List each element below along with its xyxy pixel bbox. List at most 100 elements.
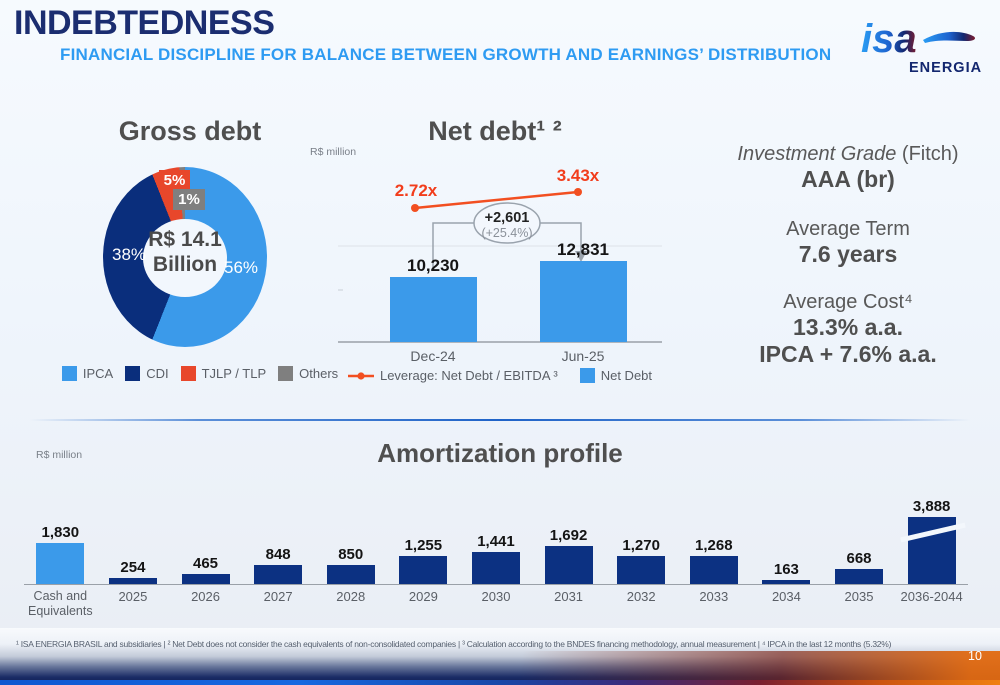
amortization-unit: R$ million [36, 449, 83, 461]
amortization-x-label: Cash and Equivalents [27, 589, 93, 618]
amortization-value-label: 465 [193, 555, 219, 572]
amortization-value-label: 1,270 [622, 537, 660, 554]
amortization-value-label: 163 [773, 561, 799, 578]
donut-center-unit: Billion [152, 253, 218, 276]
amortization-column: 668 [823, 550, 896, 584]
legend-item-leverage: Leverage: Net Debt / EBITDA ³ [347, 368, 558, 383]
gross-debt-legend: IPCA CDI TJLP / TLP Others [60, 366, 340, 381]
amortization-column: 465 [169, 555, 242, 584]
amortization-title: Amortization profile [377, 438, 623, 468]
amortization-x-axis: Cash and Equivalents 2025 2026 2027 2028 2029… [24, 589, 968, 619]
amortization-value-label: 3,888 [912, 498, 951, 515]
legend-label: TJLP / TLP [201, 366, 267, 381]
amortization-bar [762, 580, 811, 584]
donut-label-tjlp: 5% [159, 170, 190, 191]
amortization-x-label: 2026 [191, 589, 220, 604]
amortization-x-label: 2032 [626, 589, 656, 604]
rating-label: Investment Grade (Fitch) [700, 143, 996, 166]
amortization-x-label: 2031 [554, 589, 584, 604]
amortization-bar [617, 556, 666, 584]
amortization-value-label: 1,692 [549, 527, 588, 544]
amortization-bar [326, 565, 375, 584]
legend-label: Others [299, 366, 339, 381]
amortization-value-label: 850 [338, 546, 364, 563]
term-value: 7.6 years [798, 241, 898, 267]
amortization-column: 1,270 [605, 537, 678, 584]
term-label: Average Term [786, 218, 910, 240]
legend-swatch-icon [180, 366, 196, 381]
amortization-bar [689, 556, 738, 584]
logo-script: isa [861, 17, 917, 61]
amortization-value-label: 1,830 [41, 524, 80, 541]
netdebt-swatch-icon [579, 368, 595, 383]
donut-label-others: 1% [173, 189, 205, 210]
page-title: INDEBTEDNESS [14, 4, 275, 42]
net-debt-bar [390, 277, 477, 342]
amortization-column: 1,255 [387, 537, 460, 584]
amortization-bar [835, 569, 883, 584]
leverage-line-icon [347, 371, 374, 380]
amortization-bar [181, 574, 230, 584]
net-debt-unit: R$ million [310, 146, 357, 158]
band-gradient-orange [0, 650, 1000, 685]
company-logo: isa ENERGIA [855, 10, 990, 78]
amortization-x-label: 2036-2044 [900, 589, 963, 604]
amortization-value-label: 1,255 [404, 537, 443, 554]
net-debt-plot-lines [338, 188, 662, 343]
annotation-delta: +2,601 [484, 210, 530, 226]
section-divider [30, 419, 970, 421]
amortization-x-label: 2033 [699, 589, 729, 604]
legend-item-0: IPCA [61, 366, 113, 381]
amortization-bar [544, 546, 593, 584]
amortization-x-label: 2029 [408, 589, 438, 604]
logo-name: ENERGIA [909, 60, 982, 76]
amortization-column: 1,441 [460, 533, 533, 584]
legend-item-netdebt: Net Debt [579, 368, 652, 383]
amortization-value-label: 1,441 [477, 533, 515, 550]
cost-label: Average Cost⁴ [783, 291, 913, 313]
amortization-bar [899, 517, 966, 584]
amortization-x-label: 2030 [481, 589, 511, 604]
amortization-column: 163 [750, 561, 823, 584]
net-debt-legend: Leverage: Net Debt / EBITDA ³ Net Debt [330, 368, 670, 383]
legend-swatch-icon [61, 366, 77, 381]
net-debt-value-label: 12,831 [557, 240, 609, 259]
amortization-x-label: 2025 [118, 589, 148, 604]
amortization-x-label: 2034 [771, 589, 801, 604]
footnotes: ¹ ISA ENERGIA BRASIL and subsidiaries | … [16, 639, 892, 649]
rating-label-rest: (Fitch) [896, 143, 959, 165]
net-debt-chart: 10,230 12,831 +2,601 (+25.4%) 2.72x 3.43x… [330, 140, 670, 390]
amortization-bar [254, 565, 303, 584]
donut-center-value: R$ 14.1 [148, 228, 222, 251]
rating-value: AAA (br) [801, 166, 895, 192]
donut-label-ipca: 56% [224, 258, 259, 277]
amortization-bar [108, 578, 157, 584]
legend-swatch-icon [278, 366, 294, 381]
page-number: 10 [968, 649, 982, 663]
amortization-column: 850 [314, 546, 387, 584]
page-subtitle: FINANCIAL DISCIPLINE FOR BALANCE BETWEEN… [60, 45, 832, 64]
legend-leverage-label: Leverage: Net Debt / EBITDA ³ [379, 368, 558, 383]
amortization-chart: 1,830 254 465 848 850 1,255 1,441 1,692 1,270 1,2… [24, 478, 968, 585]
amortization-x-label: 2027 [263, 589, 293, 604]
amortization-value-label: 1,268 [695, 537, 733, 554]
legend-item-3: Others [278, 366, 338, 381]
net-debt-value-label: 10,230 [407, 256, 459, 275]
leverage-label-dec24: 2.72x [394, 181, 438, 200]
amortization-x-label: 2035 [844, 589, 874, 604]
amortization-bar [471, 552, 520, 584]
amortization-value-label: 668 [846, 550, 872, 567]
x-label-dec24: Dec-24 [410, 348, 456, 364]
donut-hole [143, 219, 227, 297]
legend-item-1: CDI [125, 366, 169, 381]
amortization-bar [36, 543, 85, 584]
legend-swatch-icon [125, 366, 141, 381]
amortization-value-label: 254 [120, 559, 146, 576]
legend-item-2: TJLP / TLP [180, 366, 267, 381]
cost-value-real: IPCA + 7.6% a.a. [759, 341, 937, 367]
band-bottom-stripe [0, 680, 1000, 685]
amortization-column: 254 [97, 559, 170, 584]
amortization-column: 1,830 [24, 524, 97, 584]
amortization-column: 848 [242, 546, 315, 584]
